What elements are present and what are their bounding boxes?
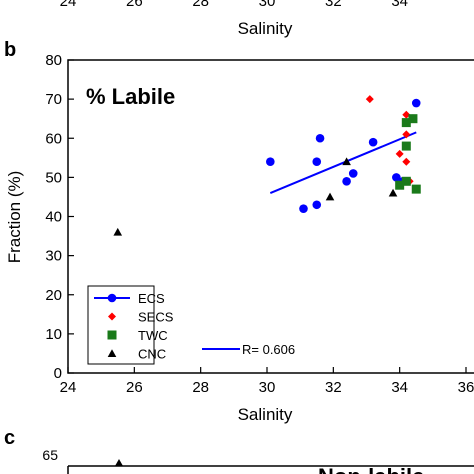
y-tick-label: 70	[45, 91, 62, 108]
y-tick-label: 40	[45, 209, 62, 226]
x-tick-label: 24	[60, 379, 77, 396]
y-tick-label: 10	[45, 326, 62, 343]
data-point-ecs	[312, 157, 322, 167]
x-tick-label: 34	[391, 379, 408, 396]
data-point-twc	[395, 180, 405, 190]
previous-panel-tick-label: 32	[325, 0, 342, 10]
data-point-ecs	[342, 176, 351, 186]
previous-panel-tick-label: 26	[126, 0, 143, 10]
x-tick-label: 36	[458, 379, 474, 396]
next-panel-point	[115, 459, 123, 466]
x-tick-label: 26	[126, 379, 143, 396]
legend-label-cnc: CNC	[138, 347, 166, 362]
y-axis-ticks: 0 10 20 30 40 50 60 70 80	[45, 52, 74, 382]
regression-line-group	[269, 131, 417, 194]
data-point-secs	[402, 157, 411, 166]
data-point-ecs	[266, 157, 275, 167]
data-point-ecs	[368, 137, 378, 147]
legend-marker-ecs	[107, 293, 117, 303]
data-point-cnc	[325, 192, 335, 201]
previous-panel-tick-label: 30	[259, 0, 276, 10]
previous-panel-tick-label: 24	[60, 0, 77, 10]
chart-panel-b: 0 10 20 30 40 50 60 70 80 24 26 28 30 32 34 36 % Labil…	[5, 52, 474, 424]
data-point-twc	[401, 118, 411, 128]
y-tick-label: 80	[45, 52, 62, 69]
data-point-ecs	[299, 204, 308, 213]
regression-legend: R= 0.606	[202, 342, 295, 357]
data-point-ecs	[392, 173, 401, 182]
y-tick-label: 0	[54, 365, 62, 382]
y-tick-label: 60	[45, 130, 62, 147]
regression-line	[269, 131, 417, 194]
x-tick-label: 30	[259, 379, 276, 396]
legend-marker-twc	[107, 330, 117, 340]
data-point-ecs	[411, 98, 421, 108]
next-panel-y-tick: 65	[42, 447, 58, 463]
legend-marker-cnc	[107, 349, 117, 357]
y-tick-label: 30	[45, 248, 62, 265]
data-point-secs	[395, 149, 404, 158]
data-point-secs	[365, 95, 374, 104]
chart-title: % Labile	[86, 84, 175, 109]
legend-label-twc: TWC	[138, 328, 168, 343]
legend-label-secs: SECS	[138, 310, 174, 325]
x-tick-label: 28	[192, 379, 209, 396]
previous-panel-xlabel: Salinity	[238, 19, 293, 38]
legend: ECS SECS TWC CNC	[87, 285, 174, 365]
data-point-secs	[402, 110, 411, 119]
legend-label-ecs: ECS	[138, 291, 165, 306]
legend-marker-secs	[108, 312, 116, 321]
y-tick-label: 50	[45, 169, 62, 186]
next-panel: c 65 Non-labile	[4, 427, 474, 474]
x-axis-label: Salinity	[238, 405, 293, 424]
data-points	[113, 95, 421, 236]
previous-panel-tick-labels: 24 26 28 30 32 34	[60, 0, 408, 10]
previous-panel-tick-label: 34	[391, 0, 408, 10]
data-point-secs	[402, 130, 411, 139]
data-point-cnc	[342, 157, 351, 166]
data-point-ecs	[348, 169, 358, 178]
data-point-twc	[401, 141, 411, 151]
y-tick-label: 20	[45, 287, 62, 304]
x-axis-ticks: 24 26 28 30 32 34 36	[60, 367, 474, 396]
data-point-twc	[408, 114, 418, 124]
data-point-twc	[411, 184, 421, 194]
data-point-ecs	[315, 133, 325, 143]
data-point-cnc	[113, 227, 123, 236]
previous-panel-axis: 24 26 28 30 32 34 Salinity	[60, 0, 408, 38]
panel-label: b	[4, 39, 16, 61]
data-point-ecs	[312, 200, 322, 210]
next-panel-label: c	[4, 427, 15, 449]
data-point-twc	[401, 176, 411, 186]
y-axis-label: Fraction (%)	[5, 171, 24, 264]
regression-label: R= 0.606	[242, 342, 295, 357]
previous-panel-tick-label: 28	[192, 0, 209, 10]
x-tick-label: 32	[325, 379, 342, 396]
data-point-cnc	[388, 188, 398, 197]
next-panel-title: Non-labile	[318, 464, 424, 474]
